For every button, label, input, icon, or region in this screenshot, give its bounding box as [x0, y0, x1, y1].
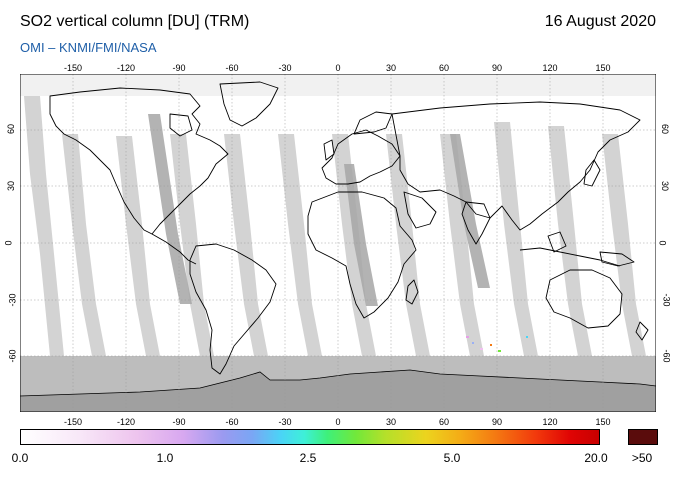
central-america-outline: [151, 233, 197, 265]
antarctica-landmass: [19, 369, 657, 413]
new-zealand-outline: [635, 321, 649, 341]
lon-tick-label: -30: [278, 63, 292, 73]
british-isles-outline: [323, 139, 335, 161]
map-title: SO2 vertical column [DU] (TRM): [20, 13, 250, 30]
colorbar-label: 1.0: [156, 451, 174, 465]
africa-outline: [307, 191, 417, 319]
lat-tick-label: 30: [660, 180, 671, 192]
lon-tick-label: -90: [172, 63, 186, 73]
hudson-bay-outline: [169, 113, 193, 137]
lon-tick-label: 90: [491, 417, 503, 427]
north-america-outline: [49, 87, 229, 235]
lon-tick-label: -60: [225, 417, 239, 427]
lon-tick-label: 120: [542, 417, 558, 427]
greenland-outline: [219, 81, 279, 127]
lon-tick-label: -150: [63, 417, 83, 427]
lon-tick-label: 0: [335, 63, 341, 73]
lon-tick-label: 60: [438, 417, 450, 427]
lon-tick-label: 150: [595, 417, 611, 427]
coastlines: [49, 81, 649, 375]
lon-tick-label: -30: [278, 417, 292, 427]
map-date: 16 August 2020: [544, 13, 656, 30]
australia-outline: [545, 269, 623, 329]
lat-tick-label: 0: [3, 240, 14, 246]
colorbar-overflow-swatch: [628, 429, 658, 445]
lon-tick-label: 90: [491, 63, 503, 73]
swath-gaps: [24, 96, 646, 356]
borneo-outline: [547, 231, 567, 253]
lon-tick-label: -60: [225, 63, 239, 73]
graticule: [20, 74, 656, 412]
asia-outline: [391, 101, 641, 231]
lat-tick-label: -60: [661, 349, 672, 363]
india-outline: [461, 201, 491, 245]
japan-outline: [583, 159, 601, 187]
arabia-outline: [403, 191, 437, 229]
lon-tick-label: -90: [172, 417, 186, 427]
south-america-outline: [189, 243, 277, 375]
lat-tick-label: -30: [7, 293, 18, 307]
colorbar-label: 0.0: [11, 451, 29, 465]
colorbar-label: 5.0: [443, 451, 461, 465]
lat-tick-label: -30: [661, 293, 672, 307]
colorbar-gradient: [20, 429, 600, 445]
lon-tick-label: -120: [116, 417, 136, 427]
madagascar-outline: [405, 279, 419, 305]
so2-map: [19, 73, 657, 413]
lat-tick-label: 30: [6, 180, 17, 192]
lon-tick-label: 150: [595, 63, 611, 73]
lon-tick-label: 30: [385, 63, 397, 73]
lat-tick-label: 60: [660, 123, 671, 135]
orbit-strips: [148, 114, 490, 306]
lon-tick-label: -150: [63, 63, 83, 73]
lon-tick-label: 30: [385, 417, 397, 427]
lon-tick-label: 120: [542, 63, 558, 73]
so2-specks: [466, 336, 528, 352]
colorbar-overflow-label: >50: [631, 451, 653, 465]
lat-tick-label: -60: [7, 349, 18, 363]
colorbar-label: 2.5: [299, 451, 317, 465]
map-canvas: [19, 73, 657, 413]
indonesia-outline: [519, 247, 621, 267]
colorbar-label: 20.0: [584, 451, 608, 465]
new-guinea-outline: [599, 251, 635, 267]
lon-tick-label: -120: [116, 63, 136, 73]
lon-tick-label: 0: [335, 417, 341, 427]
europe-outline: [321, 129, 401, 185]
lat-tick-label: 0: [657, 240, 668, 246]
lon-tick-label: 60: [438, 63, 450, 73]
lat-tick-label: 60: [6, 123, 17, 135]
map-subtitle: OMI – KNMI/FMI/NASA: [20, 40, 157, 55]
